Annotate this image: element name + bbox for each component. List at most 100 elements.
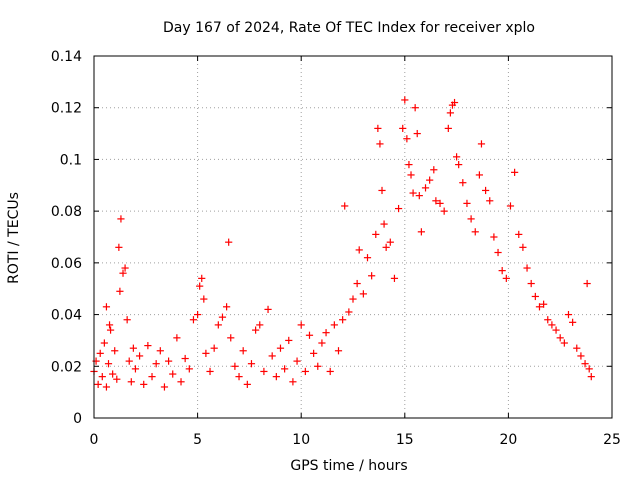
data-point bbox=[413, 129, 421, 138]
data-point bbox=[455, 161, 463, 169]
data-point bbox=[368, 272, 376, 280]
data-point bbox=[117, 215, 125, 223]
data-point bbox=[206, 367, 214, 376]
data-point bbox=[156, 347, 164, 355]
data-point bbox=[239, 347, 247, 355]
x-tick-label: 5 bbox=[193, 432, 202, 448]
data-point bbox=[349, 295, 357, 303]
grid bbox=[94, 56, 612, 418]
y-tick-label: 0.14 bbox=[51, 49, 82, 65]
data-point bbox=[376, 140, 384, 148]
data-point bbox=[260, 367, 268, 376]
data-point bbox=[330, 321, 338, 329]
data-point bbox=[301, 367, 309, 376]
data-point bbox=[314, 362, 322, 370]
data-point bbox=[164, 357, 173, 365]
data-point bbox=[552, 326, 560, 334]
data-point bbox=[106, 326, 115, 334]
data-point bbox=[407, 171, 415, 179]
data-point bbox=[585, 365, 593, 373]
data-point bbox=[339, 316, 347, 324]
data-point bbox=[181, 354, 189, 363]
data-point bbox=[98, 373, 106, 381]
x-tick-label: 20 bbox=[499, 432, 517, 448]
data-point bbox=[363, 254, 372, 262]
data-point bbox=[353, 279, 361, 288]
data-point bbox=[573, 344, 581, 352]
data-point bbox=[490, 233, 498, 241]
data-point bbox=[310, 349, 318, 357]
data-point bbox=[247, 360, 256, 368]
axis-ticks: 0 5 10 15 20 25 0 0.02 0.04 0.06 0.08 0.1 0.12 0.14 bbox=[51, 49, 621, 448]
data-point bbox=[386, 238, 394, 246]
data-point bbox=[519, 243, 527, 251]
data-point bbox=[100, 339, 108, 347]
data-point bbox=[173, 334, 181, 342]
data-point bbox=[318, 339, 326, 347]
data-point bbox=[444, 124, 452, 132]
data-point bbox=[196, 282, 204, 290]
data-point bbox=[252, 326, 260, 334]
y-tick-label: 0.1 bbox=[60, 152, 82, 168]
data-point bbox=[293, 357, 301, 365]
data-point bbox=[564, 310, 573, 319]
chart-title: Day 167 of 2024, Rate Of TEC Index for r… bbox=[163, 20, 535, 36]
data-point bbox=[459, 179, 467, 187]
data-point bbox=[515, 230, 523, 239]
data-point bbox=[382, 243, 390, 251]
data-point bbox=[202, 349, 210, 357]
data-point bbox=[511, 168, 519, 176]
data-point bbox=[285, 336, 293, 345]
data-point bbox=[581, 360, 589, 368]
data-point bbox=[194, 310, 202, 319]
data-point bbox=[326, 367, 334, 376]
data-point bbox=[116, 287, 124, 295]
data-point bbox=[467, 215, 475, 223]
y-tick-label: 0.08 bbox=[51, 204, 82, 220]
x-tick-label: 15 bbox=[396, 432, 414, 448]
data-point bbox=[94, 380, 102, 388]
data-point bbox=[475, 171, 483, 179]
data-point bbox=[200, 295, 208, 303]
data-point bbox=[359, 290, 367, 298]
data-point bbox=[411, 104, 419, 112]
data-point bbox=[131, 365, 140, 373]
data-point bbox=[198, 274, 206, 282]
x-tick-label: 10 bbox=[292, 432, 310, 448]
data-point bbox=[264, 305, 272, 313]
data-point bbox=[127, 378, 135, 386]
data-point bbox=[272, 373, 280, 381]
data-point bbox=[243, 380, 251, 388]
data-point bbox=[577, 352, 585, 360]
data-point bbox=[218, 313, 227, 321]
data-point bbox=[297, 321, 305, 329]
data-point bbox=[223, 303, 231, 311]
data-point bbox=[281, 365, 289, 373]
data-point bbox=[289, 378, 297, 386]
data-point bbox=[502, 274, 510, 282]
data-point bbox=[544, 316, 552, 324]
data-point bbox=[471, 228, 479, 236]
data-point bbox=[148, 373, 156, 381]
data-point bbox=[527, 279, 535, 288]
data-point bbox=[430, 166, 438, 174]
data-point bbox=[256, 321, 264, 329]
x-axis-title: GPS time / hours bbox=[290, 458, 407, 474]
data-point bbox=[440, 207, 448, 215]
data-point bbox=[177, 378, 185, 386]
data-point bbox=[115, 243, 123, 251]
x-tick-label: 25 bbox=[603, 432, 621, 448]
data-point bbox=[140, 380, 148, 388]
data-point bbox=[268, 352, 276, 360]
y-tick-label: 0.02 bbox=[51, 359, 82, 375]
data-point bbox=[372, 230, 380, 239]
y-tick-label: 0 bbox=[73, 411, 82, 427]
data-point bbox=[486, 197, 494, 205]
data-point bbox=[453, 153, 461, 161]
data-point bbox=[417, 228, 425, 236]
data-point bbox=[583, 279, 591, 288]
data-point bbox=[125, 357, 133, 365]
data-points bbox=[90, 96, 595, 391]
data-point bbox=[463, 199, 471, 207]
